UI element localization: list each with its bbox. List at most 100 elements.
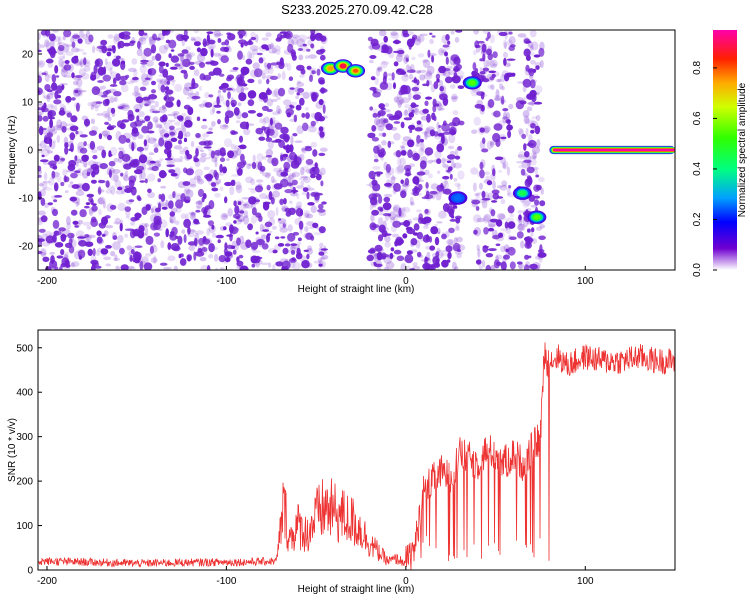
- spectrogram-speckle-dot: [530, 99, 535, 107]
- spectrogram-speckle-dot: [440, 182, 444, 190]
- spectrogram-speckle-dot: [400, 179, 405, 184]
- spectrogram-speckle-dot: [375, 67, 381, 77]
- spectrogram-speckle-dot: [474, 103, 484, 109]
- spectrogram-speckle-dot: [51, 82, 58, 91]
- spectrogram-speckle-dot: [45, 266, 52, 270]
- spectrogram-speckle-dot: [371, 225, 380, 232]
- spectrogram-speckle-dot: [257, 238, 265, 248]
- spectrogram-speckle-dot: [272, 249, 278, 254]
- spectrogram-speckle-dot: [48, 116, 56, 120]
- spectrogram-speckle-dot: [289, 200, 293, 204]
- spectrogram-speckle-dot: [164, 86, 170, 91]
- spectrogram-speckle-dot: [385, 261, 395, 270]
- spectrogram-speckle-dot: [142, 162, 146, 172]
- spectrogram-speckle-dot: [300, 167, 305, 176]
- spectrogram-speckle-dot: [38, 174, 42, 178]
- spectrogram-speckle-dot: [46, 92, 54, 100]
- spectrogram-speckle-dot: [412, 152, 420, 161]
- spectrogram-speckle-dot: [267, 210, 276, 219]
- spectrogram-speckle-dot: [213, 169, 218, 178]
- spectrogram-speckle-dot: [53, 182, 59, 192]
- spectrogram-speckle-dot: [296, 92, 300, 96]
- spectrogram-speckle-dot: [125, 215, 131, 219]
- spectrogram-speckle-dot: [72, 87, 82, 97]
- spectrogram-speckle-dot: [373, 152, 380, 159]
- spectrogram-speckle-dot: [53, 99, 62, 105]
- spectrogram-speckle-dot: [227, 208, 233, 217]
- spectrogram-speckle-dot: [128, 141, 137, 151]
- spectrogram-x-ticks: -200 -100 0 100: [37, 266, 594, 287]
- spectrogram-speckle-dot: [107, 34, 114, 39]
- spectrogram-speckle-dot: [164, 89, 174, 95]
- spectrogram-speckle-dot: [207, 220, 214, 227]
- spectrogram-speckle-dot: [201, 196, 205, 203]
- spectrogram-speckle-dot: [69, 196, 78, 202]
- spectrogram-speckle-dot: [516, 97, 524, 102]
- spectrogram-speckle-dot: [527, 228, 531, 233]
- spectrogram-speckle-dot: [191, 95, 198, 101]
- spectrogram-speckle-dot: [58, 83, 65, 92]
- spectrogram-speckle-dot: [130, 186, 137, 196]
- spectrogram-speckle-dot: [208, 243, 215, 253]
- spectrogram-speckle-dot: [487, 227, 495, 232]
- spectrogram-speckle-dot: [413, 91, 422, 95]
- spectrogram-speckle-dot: [190, 36, 196, 41]
- spectrogram-speckle-dot: [90, 101, 97, 107]
- spectrogram-speckle-dot: [267, 126, 271, 135]
- spectrogram-speckle-dot: [371, 137, 379, 142]
- spectrogram-speckle-dot: [426, 80, 430, 87]
- spectrogram-speckle-dot: [236, 265, 243, 269]
- spectrogram-speckle-dot: [229, 226, 239, 235]
- spectrogram-speckle-dot: [262, 73, 266, 80]
- spectrogram-speckle-dot: [295, 95, 299, 100]
- spectrogram-speckle-dot: [224, 39, 230, 46]
- spectrogram-speckle-dot: [193, 41, 201, 47]
- spectrogram-speckle-dot: [248, 196, 257, 205]
- spectrogram-speckle-dot: [82, 33, 88, 40]
- spectrogram-speckle-dot: [197, 200, 203, 206]
- spectrogram-speckle-dot: [135, 108, 140, 113]
- spectrogram-speckle-dot: [180, 54, 185, 64]
- spectrogram-speckle-dot: [71, 261, 80, 267]
- spectrogram-speckle-dot: [292, 186, 297, 195]
- spectrogram-speckle-dot: [206, 265, 211, 270]
- spectrogram-speckle-dot: [311, 43, 315, 50]
- spectrogram-speckle-dot: [425, 245, 434, 250]
- spectrogram-speckle-dot: [76, 78, 83, 88]
- spectrogram-speckle-dot: [77, 141, 85, 151]
- spectrogram-speckle-dot: [65, 51, 74, 56]
- spectrogram-speckle-dot: [273, 88, 280, 98]
- spectrogram-speckle-dot: [208, 30, 215, 35]
- spectrogram-speckle-dot: [188, 245, 196, 252]
- spectrogram-speckle-dot: [443, 70, 451, 78]
- spectrogram-speckle-dot: [247, 187, 255, 191]
- spectrogram-speckle-dot: [49, 46, 56, 55]
- spectrogram-speckle-dot: [170, 137, 178, 142]
- spectrogram-speckle-dot: [400, 190, 407, 199]
- spectrogram-speckle-dot: [144, 115, 151, 122]
- spectrogram-speckle-dot: [304, 55, 309, 60]
- spectrogram-speckle-dot: [132, 76, 139, 81]
- spectrogram-speckle-dot: [386, 113, 394, 118]
- spectrogram-speckle-dot: [278, 218, 282, 221]
- spectrogram-speckle-dot: [527, 102, 534, 105]
- spectrogram-speckle-dot: [414, 127, 423, 132]
- spectrogram-speckle-dot: [176, 99, 181, 108]
- spectrogram-speckle-dot: [410, 241, 415, 248]
- spectrogram-speckle-dot: [255, 127, 264, 135]
- spectrogram-speckle-dot: [64, 142, 69, 149]
- spectrogram-speckle-dot: [516, 231, 524, 239]
- spectrogram-speckle-dot: [301, 148, 308, 152]
- spectrogram-speckle-dot: [134, 251, 139, 257]
- spectrogram-speckle-dot: [226, 76, 232, 82]
- spectrogram-speckle-dot: [226, 251, 230, 258]
- spectrogram-speckle-dot: [474, 192, 480, 197]
- spectrogram-speckle-dot: [191, 78, 196, 87]
- spectrogram-speckle-dot: [88, 34, 94, 43]
- spectrogram-speckle-dot: [476, 217, 485, 223]
- spectrogram-speckle-dot: [204, 173, 214, 180]
- spectrogram-speckle-dot: [74, 225, 79, 228]
- spectrogram-speckle-dot: [140, 59, 149, 63]
- spectrogram-speckle-dot: [223, 226, 227, 231]
- spectrogram-speckle-dot: [314, 192, 320, 201]
